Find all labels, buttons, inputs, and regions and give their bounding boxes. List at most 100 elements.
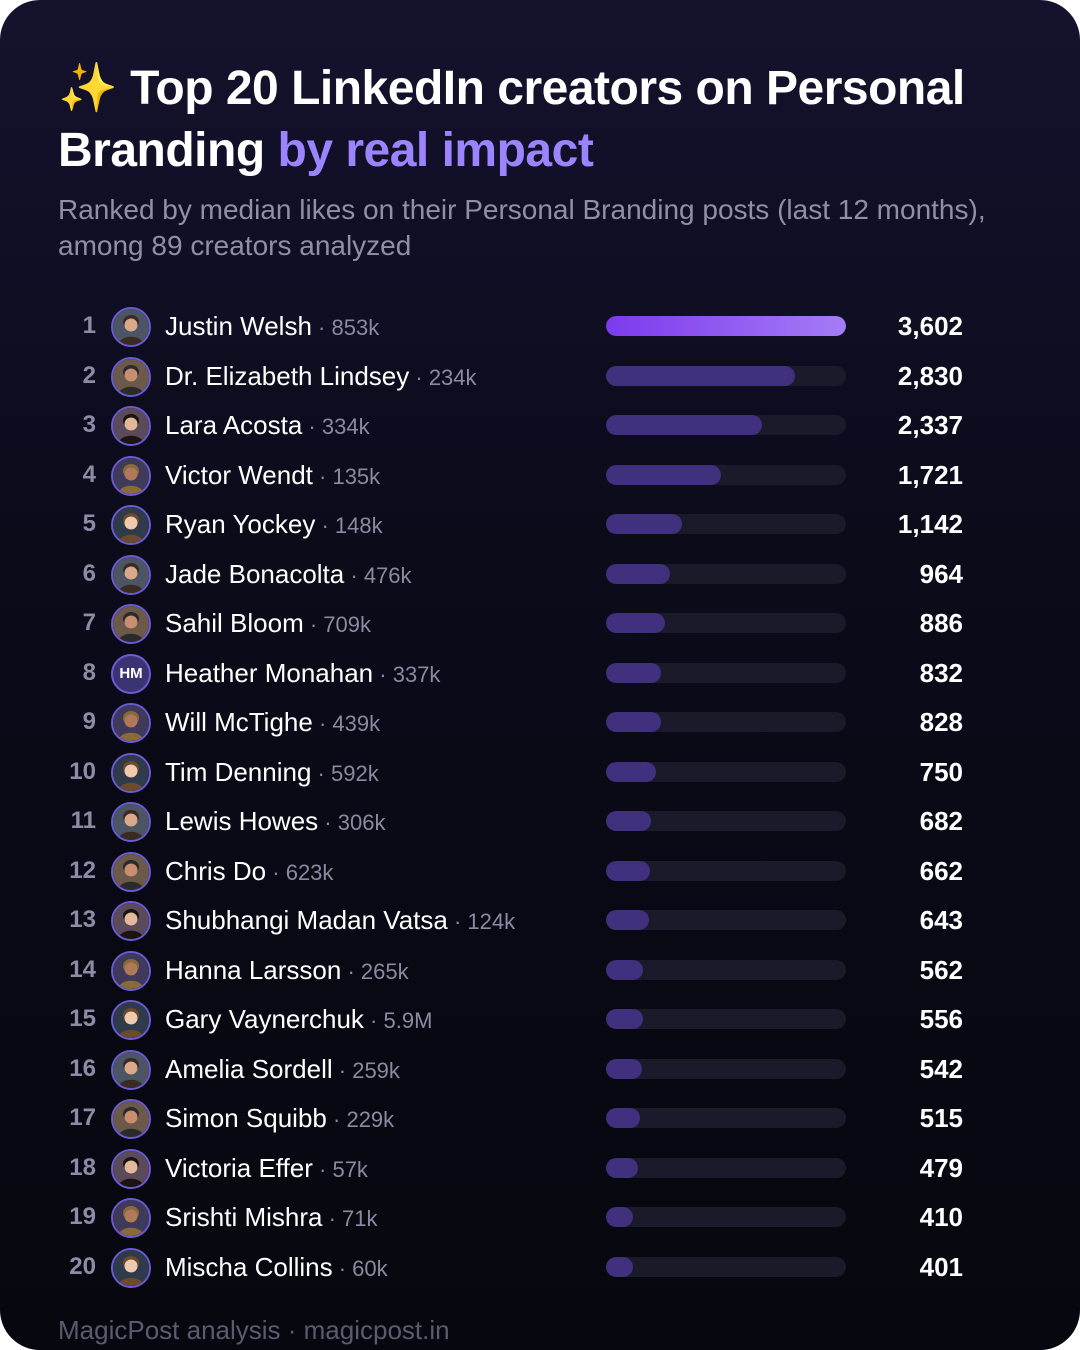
bar [606,761,656,782]
bar [606,811,651,831]
creator-label: Ryan Yockey · 148k [165,504,383,544]
rank-number: 14 [69,955,96,983]
table-row: 15 Gary Vaynerchuk · 5.9M 556 [0,999,1080,1040]
follower-count: 623k [285,859,334,885]
creator-label: Shubhangi Madan Vatsa · 124k [165,900,515,940]
creator-label: Chris Do · 623k [165,851,333,891]
bar-track [606,1207,846,1227]
creator-name: Jade Bonacolta [165,558,345,589]
creator-name: Gary Vaynerchuk [165,1004,364,1034]
table-row: 18 Victoria Effer · 57k 479 [0,1148,1080,1189]
table-row: 20 Mischa Collins · 60k 401 [0,1247,1080,1288]
bar [606,563,670,584]
separator-dot: · [373,661,393,687]
separator-dot: · [409,364,429,390]
table-row: 8 HM Heather Monahan · 337k 832 [0,653,1080,694]
table-row: 5 Ryan Yockey · 148k 1,142 [0,504,1080,545]
separator-dot: · [312,463,333,489]
value-label: 1,721 [897,459,963,490]
bar-track [606,613,846,633]
separator-dot: · [311,315,332,340]
creator-name: Lara Acosta [165,410,303,440]
follower-count: 135k [332,463,381,489]
separator-dot: · [311,760,331,786]
creator-name: Mischa Collins [165,1251,333,1282]
table-row: 4 Victor Wendt · 135k 1,721 [0,455,1080,496]
table-row: 16 Amelia Sordell · 259k 542 [0,1049,1080,1090]
value-label: 2,337 [897,410,963,440]
separator-dot: · [315,513,335,538]
creator-label: Justin Welsh · 853k [165,306,379,346]
value-label: 479 [919,1152,963,1183]
bar-track [606,910,846,930]
rank-number: 3 [82,411,96,438]
bar-track [606,1256,846,1277]
follower-count: 259k [352,1057,400,1083]
avatar [111,802,151,842]
bar [606,415,762,435]
creator-label: Heather Monahan · 337k [165,653,440,693]
rank-number: 18 [69,1153,96,1181]
table-row: 6 Jade Bonacolta · 476k 964 [0,554,1080,595]
table-row: 10 Tim Denning · 592k 750 [0,752,1080,793]
creator-name: Heather Monahan [165,657,374,688]
rank-number: 5 [82,510,96,537]
follower-count: 265k [360,958,409,984]
follower-count: 592k [331,760,379,786]
follower-count: 853k [331,315,380,340]
value-label: 401 [919,1251,963,1282]
bar-track [606,514,846,534]
creator-name: Srishti Mishra [165,1202,323,1232]
bar-track [606,860,846,881]
rank-number: 10 [69,757,96,785]
chart-subtitle: Ranked by median likes on their Personal… [58,194,986,261]
table-row: 13 Shubhangi Madan Vatsa · 124k 643 [0,900,1080,941]
rank-number: 15 [69,1005,96,1032]
bar-track [606,464,846,485]
follower-count: 476k [363,562,412,588]
separator-dot: · [341,958,361,984]
bar [606,464,721,485]
bar [606,365,795,386]
bar-track [606,1157,846,1178]
separator-dot: · [312,1156,333,1182]
creator-name: Dr. Elizabeth Lindsey [165,360,410,391]
avatar [111,950,151,991]
avatar [111,1247,151,1288]
avatar [111,703,151,743]
avatar [111,901,151,941]
follower-count: 57k [332,1156,368,1182]
table-row: 12 Chris Do · 623k 662 [0,851,1080,892]
value-label: 542 [919,1053,963,1084]
follower-count: 5.9M [383,1008,433,1033]
table-row: 14 Hanna Larsson · 265k 562 [0,950,1080,991]
bar-track [606,1009,846,1029]
rank-number: 2 [82,361,96,389]
separator-dot: · [332,1255,353,1281]
rank-number: 4 [82,460,96,488]
separator-dot: · [447,909,468,934]
creator-name: Victor Wendt [165,459,313,490]
creator-name: Victoria Effer [165,1152,313,1183]
bar [606,1009,643,1029]
avatar [111,406,151,446]
creator-name: Lewis Howes [165,806,319,836]
sparkles-icon: ✨ [58,62,118,115]
bar [606,712,661,732]
separator-dot: · [326,1107,347,1132]
separator-dot: · [318,810,338,835]
creator-label: Lara Acosta · 334k [165,405,370,445]
creator-label: Amelia Sordell · 259k [165,1049,400,1089]
rank-number: 8 [82,658,96,686]
table-row: 3 Lara Acosta · 334k 2,337 [0,405,1080,446]
rank-number: 16 [69,1054,96,1082]
creator-label: Victoria Effer · 57k [165,1148,368,1188]
bar-track [606,415,846,435]
value-label: 828 [919,707,963,737]
avatar [111,752,151,793]
table-row: 9 Will McTighe · 439k 828 [0,702,1080,743]
avatar [111,554,151,595]
creator-name: Will McTighe [165,707,313,737]
separator-dot: · [332,1057,353,1083]
bar [606,662,661,683]
